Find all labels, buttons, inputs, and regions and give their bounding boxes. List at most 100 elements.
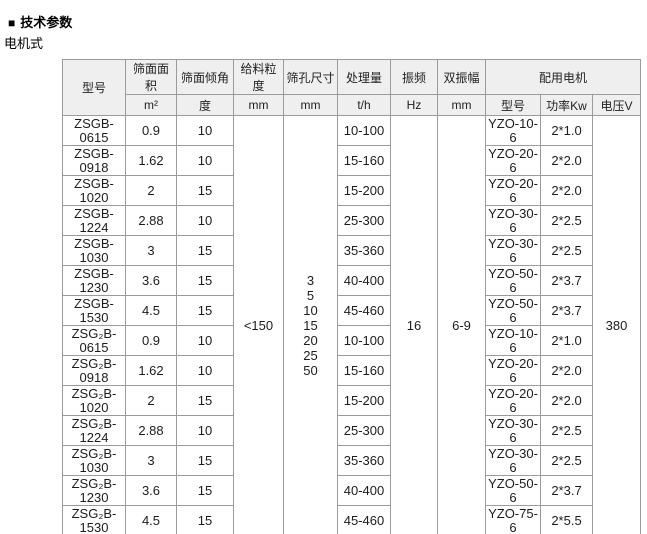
motor-model-cell: YZO-20-6 bbox=[485, 145, 541, 176]
model-cell: ZSG₂B-1030 bbox=[62, 445, 126, 476]
capacity-cell: 15-160 bbox=[337, 145, 391, 176]
capacity-cell: 25-300 bbox=[337, 415, 391, 446]
capacity-cell: 15-200 bbox=[337, 175, 391, 206]
col-header-mesh-size: 筛孔尺寸 bbox=[283, 59, 338, 95]
screen-area-cell: 1.62 bbox=[125, 355, 177, 386]
mesh-size-value: 5 bbox=[306, 288, 315, 303]
col-header-motor-model: 型号 bbox=[485, 94, 541, 116]
model-cell: ZSG₂B-1230 bbox=[62, 475, 126, 506]
capacity-cell: 25-300 bbox=[337, 205, 391, 236]
capacity-cell: 10-100 bbox=[337, 115, 391, 146]
motor-power-cell: 2*2.5 bbox=[540, 445, 593, 476]
screen-area-cell: 1.62 bbox=[125, 145, 177, 176]
table-row: ZSGB-0615 0.9 10 <150 3 5 10 15 20 25 50 10-100 16 6-… bbox=[62, 115, 641, 534]
table-row: ZSG₂B-0918 1.62 10 15-160 YZO-20-6 2*2.0 bbox=[62, 355, 641, 386]
col-header-frequency: 振频 bbox=[390, 59, 438, 95]
table-row: ZSG₂B-1224 2.88 10 25-300 YZO-30-6 2*2.5 bbox=[62, 415, 641, 446]
feed-size-merged-cell: <150 bbox=[233, 115, 284, 534]
mesh-size-value: 50 bbox=[303, 363, 318, 378]
table-row: ZSGB-1230 3.6 15 40-400 YZO-50-6 2*3.7 bbox=[62, 265, 641, 296]
unit-capacity: t/h bbox=[337, 94, 391, 116]
table-row: ZSG₂B-0615 0.9 10 10-100 YZO-10-6 2*1.0 bbox=[62, 325, 641, 356]
screen-area-cell: 3 bbox=[125, 445, 177, 476]
screen-angle-cell: 15 bbox=[176, 385, 234, 416]
screen-area-cell: 4.5 bbox=[125, 295, 177, 326]
section-title-text: 技术参数 bbox=[20, 15, 73, 30]
screen-angle-cell: 10 bbox=[176, 325, 234, 356]
screen-angle-cell: 15 bbox=[176, 445, 234, 476]
screen-angle-cell: 10 bbox=[176, 355, 234, 386]
capacity-cell: 10-100 bbox=[337, 325, 391, 356]
col-header-screen-angle: 筛面倾角 bbox=[176, 59, 234, 95]
unit-feed-size: mm bbox=[233, 94, 284, 116]
capacity-cell: 45-460 bbox=[337, 505, 391, 534]
motor-model-cell: YZO-30-6 bbox=[485, 445, 541, 476]
motor-power-cell: 2*5.5 bbox=[540, 505, 593, 534]
table-row: ZSG₂B-1020 2 15 15-200 YZO-20-6 2*2.0 bbox=[62, 385, 641, 416]
motor-model-cell: YZO-20-6 bbox=[485, 175, 541, 206]
motor-power-cell: 2*3.7 bbox=[540, 295, 593, 326]
motor-model-cell: YZO-30-6 bbox=[485, 415, 541, 446]
subtitle: 电机式 bbox=[4, 36, 44, 51]
table-row: ZSG₂B-1530 4.5 15 45-460 YZO-75-6 2*5.5 bbox=[62, 505, 641, 534]
col-header-motor-group: 配用电机 bbox=[485, 59, 641, 95]
motor-power-cell: 2*2.5 bbox=[540, 235, 593, 266]
col-header-model: 型号 bbox=[62, 59, 126, 116]
motor-model-cell: YZO-30-6 bbox=[485, 205, 541, 236]
motor-power-cell: 2*2.5 bbox=[540, 205, 593, 236]
motor-model-cell: YZO-50-6 bbox=[485, 265, 541, 296]
capacity-cell: 40-400 bbox=[337, 475, 391, 506]
unit-mesh-size: mm bbox=[283, 94, 338, 116]
spec-table-header: 型号 筛面面积 筛面倾角 给料粒度 筛孔尺寸 处理量 振频 双振幅 配用电机 m… bbox=[62, 59, 641, 116]
screen-angle-cell: 15 bbox=[176, 505, 234, 534]
motor-model-cell: YZO-20-6 bbox=[485, 385, 541, 416]
motor-power-cell: 2*2.0 bbox=[540, 355, 593, 386]
capacity-cell: 40-400 bbox=[337, 265, 391, 296]
screen-angle-cell: 15 bbox=[176, 235, 234, 266]
col-header-motor-voltage: 电压V bbox=[592, 94, 641, 116]
screen-area-cell: 2 bbox=[125, 385, 177, 416]
model-cell: ZSG₂B-1020 bbox=[62, 385, 126, 416]
unit-amplitude: mm bbox=[437, 94, 486, 116]
col-header-capacity: 处理量 bbox=[337, 59, 391, 95]
motor-model-cell: YZO-10-6 bbox=[485, 115, 541, 146]
motor-power-cell: 2*2.5 bbox=[540, 415, 593, 446]
frequency-merged-cell: 16 bbox=[390, 115, 438, 534]
capacity-cell: 35-360 bbox=[337, 445, 391, 476]
table-row: ZSGB-1020 2 15 15-200 YZO-20-6 2*2.0 bbox=[62, 175, 641, 206]
screen-angle-cell: 15 bbox=[176, 175, 234, 206]
col-header-screen-area: 筛面面积 bbox=[125, 59, 177, 95]
mesh-size-value: 10 bbox=[303, 303, 318, 318]
screen-angle-cell: 10 bbox=[176, 415, 234, 446]
model-cell: ZSG₂B-0918 bbox=[62, 355, 126, 386]
model-cell: ZSGB-1030 bbox=[62, 235, 126, 266]
header-row-names: 型号 筛面面积 筛面倾角 给料粒度 筛孔尺寸 处理量 振频 双振幅 配用电机 bbox=[62, 59, 641, 116]
motor-power-cell: 2*2.0 bbox=[540, 385, 593, 416]
screen-area-cell: 2.88 bbox=[125, 205, 177, 236]
motor-model-cell: YZO-50-6 bbox=[485, 295, 541, 326]
mesh-size-value: 3 bbox=[306, 273, 315, 288]
motor-model-cell: YZO-75-6 bbox=[485, 505, 541, 534]
screen-area-cell: 2 bbox=[125, 175, 177, 206]
model-cell: ZSGB-1530 bbox=[62, 295, 126, 326]
mesh-size-value: 20 bbox=[303, 333, 318, 348]
motor-power-cell: 2*2.0 bbox=[540, 175, 593, 206]
motor-model-cell: YZO-20-6 bbox=[485, 355, 541, 386]
mesh-size-value: 25 bbox=[303, 348, 318, 363]
screen-area-cell: 4.5 bbox=[125, 505, 177, 534]
table-row: ZSGB-1530 4.5 15 45-460 YZO-50-6 2*3.7 bbox=[62, 295, 641, 326]
spec-table-body: ZSGB-0615 0.9 10 <150 3 5 10 15 20 25 50 10-100 16 6-… bbox=[62, 115, 641, 534]
header-row-units: m² 度 mm mm t/h Hz mm 型号 功率Kw 电压V bbox=[63, 94, 641, 116]
screen-angle-cell: 15 bbox=[176, 475, 234, 506]
model-cell: ZSGB-1230 bbox=[62, 265, 126, 296]
model-cell: ZSG₂B-0615 bbox=[62, 325, 126, 356]
table-row: ZSGB-1030 3 15 35-360 YZO-30-6 2*2.5 bbox=[62, 235, 641, 266]
screen-area-cell: 2.88 bbox=[125, 415, 177, 446]
motor-power-cell: 2*1.0 bbox=[540, 115, 593, 146]
capacity-cell: 15-200 bbox=[337, 385, 391, 416]
table-row: ZSGB-0918 1.62 10 15-160 YZO-20-6 2*2.0 bbox=[62, 145, 641, 176]
screen-angle-cell: 10 bbox=[176, 205, 234, 236]
table-row: ZSGB-1224 2.88 10 25-300 YZO-30-6 2*2.5 bbox=[62, 205, 641, 236]
col-header-feed-size: 给料粒度 bbox=[233, 59, 284, 95]
